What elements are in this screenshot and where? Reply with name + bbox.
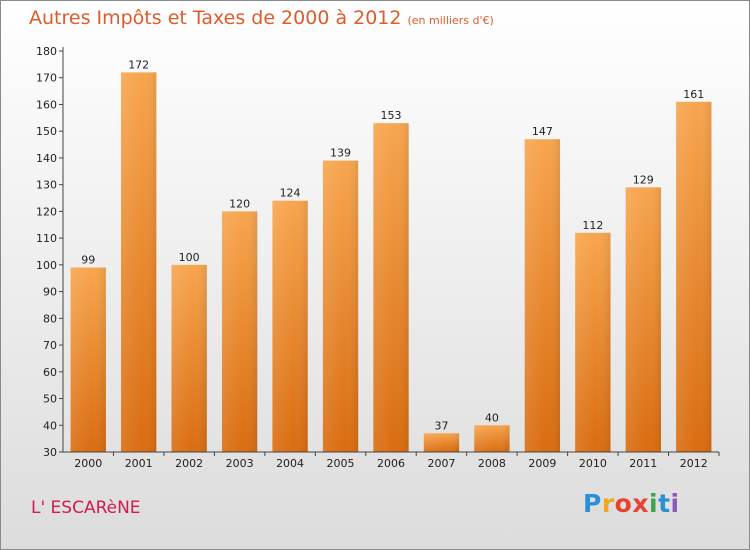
x-tick-label: 2006 bbox=[377, 457, 405, 470]
logo-letter: r bbox=[601, 489, 615, 518]
logo-letter: i bbox=[649, 489, 659, 518]
proxiti-logo: Proxiti bbox=[583, 489, 680, 518]
y-tick-label: 40 bbox=[43, 419, 57, 432]
x-tick-label: 2012 bbox=[680, 457, 708, 470]
data-label: 124 bbox=[280, 187, 301, 200]
bar-shade bbox=[676, 101, 712, 452]
chart-title: Autres Impôts et Taxes de 2000 à 2012 (en… bbox=[29, 7, 494, 29]
data-label: 100 bbox=[179, 251, 200, 264]
x-tick-label: 2011 bbox=[629, 457, 657, 470]
data-label: 172 bbox=[128, 58, 149, 71]
y-tick-label: 180 bbox=[36, 45, 57, 58]
x-tick-label: 2005 bbox=[327, 457, 355, 470]
data-label: 147 bbox=[532, 125, 553, 138]
logo-letter: o bbox=[614, 489, 633, 518]
y-tick-label: 150 bbox=[36, 125, 57, 138]
y-tick-label: 50 bbox=[43, 393, 57, 406]
x-tick-label: 2009 bbox=[528, 457, 556, 470]
bar-shade bbox=[423, 433, 460, 452]
bar-shade bbox=[121, 72, 157, 453]
bar-shade bbox=[272, 200, 308, 452]
logo-letter: i bbox=[670, 489, 680, 518]
x-tick-label: 2003 bbox=[226, 457, 254, 470]
data-label: 37 bbox=[434, 419, 448, 432]
y-tick-label: 80 bbox=[43, 312, 57, 325]
bar-shade bbox=[322, 160, 359, 452]
y-tick-label: 90 bbox=[43, 286, 57, 299]
data-label: 99 bbox=[81, 254, 95, 267]
logo-letter: t bbox=[658, 489, 671, 518]
logo-letter: P bbox=[583, 489, 602, 518]
y-tick-label: 170 bbox=[36, 72, 57, 85]
data-label: 112 bbox=[582, 219, 603, 232]
y-tick-label: 60 bbox=[43, 366, 57, 379]
y-tick-label: 30 bbox=[43, 446, 57, 459]
x-tick-label: 2008 bbox=[478, 457, 506, 470]
bar-shade bbox=[625, 187, 661, 452]
bar-shade bbox=[474, 425, 510, 452]
y-tick-label: 100 bbox=[36, 259, 57, 272]
data-label: 40 bbox=[485, 411, 499, 424]
data-label: 120 bbox=[229, 197, 250, 210]
logo-letter: x bbox=[632, 489, 649, 518]
x-tick-label: 2010 bbox=[579, 457, 607, 470]
data-label: 161 bbox=[683, 88, 704, 101]
y-tick-label: 130 bbox=[36, 179, 57, 192]
bar-shade bbox=[70, 267, 106, 452]
bar-shade bbox=[171, 264, 207, 452]
bar-shade bbox=[524, 139, 561, 452]
x-tick-label: 2000 bbox=[74, 457, 102, 470]
bar-shade bbox=[221, 211, 258, 452]
x-tick-label: 2002 bbox=[175, 457, 203, 470]
y-tick-label: 110 bbox=[36, 232, 57, 245]
data-label: 139 bbox=[330, 147, 351, 160]
chart-title-text: Autres Impôts et Taxes de 2000 à 2012 bbox=[29, 7, 402, 29]
data-label: 129 bbox=[633, 173, 654, 186]
y-tick-label: 120 bbox=[36, 205, 57, 218]
y-tick-label: 70 bbox=[43, 339, 57, 352]
bar-shade bbox=[575, 232, 611, 452]
x-tick-label: 2001 bbox=[125, 457, 153, 470]
x-tick-label: 2007 bbox=[427, 457, 455, 470]
x-tick-label: 2004 bbox=[276, 457, 304, 470]
data-label: 153 bbox=[381, 109, 402, 122]
y-tick-label: 160 bbox=[36, 98, 57, 111]
place-name: L' ESCARèNE bbox=[31, 498, 141, 518]
bar-shade bbox=[373, 123, 409, 453]
y-tick-label: 140 bbox=[36, 152, 57, 165]
chart-subtitle: (en milliers d'€) bbox=[407, 14, 494, 27]
